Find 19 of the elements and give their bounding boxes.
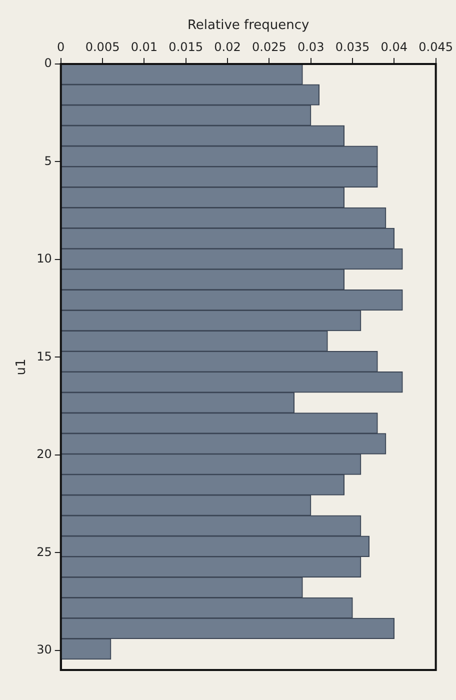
x-tick-label: 0.01 [130, 40, 158, 54]
x-tick-label: 0.035 [335, 40, 370, 54]
x-tick-label: 0.02 [214, 40, 241, 54]
y-axis-title: u1 [14, 358, 30, 376]
x-tick-label: 0.015 [168, 40, 204, 54]
x-tick-label: 0 [57, 40, 65, 54]
x-tick-label: 0.04 [380, 40, 408, 54]
y-tick-label: 30 [36, 642, 52, 657]
x-tick-label: 0.03 [297, 40, 324, 54]
y-tick-label: 5 [44, 154, 52, 168]
x-tick-label: 0.045 [418, 40, 454, 54]
y-tick-label: 0 [44, 56, 52, 70]
y-tick-label: 15 [36, 349, 52, 364]
x-tick-label: 0.005 [85, 40, 120, 54]
y-tick-label: 25 [36, 544, 52, 559]
x-tick-label: 0.025 [252, 40, 286, 54]
y-tick-label: 10 [36, 252, 52, 266]
y-tick-label: 20 [36, 447, 52, 462]
x-axis-title: Relative frequency [187, 18, 310, 34]
